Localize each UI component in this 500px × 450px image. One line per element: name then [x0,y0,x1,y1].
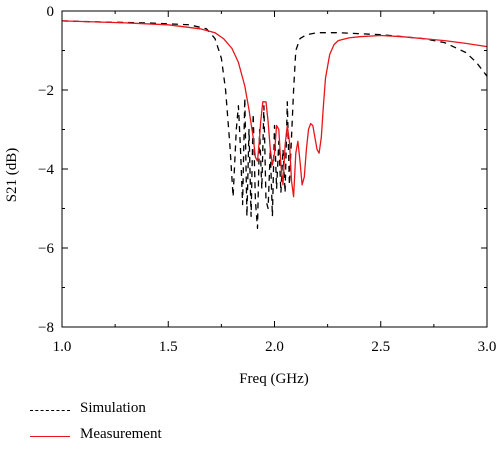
x-tick-label: 1.5 [159,339,178,355]
x-tick-label: 1.0 [53,339,72,355]
y-tick-label: 0 [47,4,55,20]
legend-swatch-simulation [30,410,70,411]
y-tick-label: −2 [38,83,54,99]
x-axis-label: Freq (GHz) [239,371,309,387]
legend-swatch-measurement [30,436,70,437]
legend-label-simulation: Simulation [80,400,146,416]
x-tick-label: 2.0 [265,339,284,355]
legend-item-simulation: Simulation [30,398,330,424]
x-tick-label: 3.0 [478,339,497,355]
legend-item-measurement: Measurement [30,424,330,450]
legend-label-measurement: Measurement [80,426,162,442]
x-tick-label: 2.5 [371,339,390,355]
series-line-measurement [61,20,488,198]
y-tick-label: −4 [38,162,54,178]
y-tick-label: −6 [38,241,54,257]
y-axis-label: S21 (dB) [4,148,20,203]
series-line-simulation [61,20,488,229]
legend: Simulation Measurement [30,398,330,450]
y-tick-label: −8 [38,320,54,336]
plot-frame [61,10,488,328]
